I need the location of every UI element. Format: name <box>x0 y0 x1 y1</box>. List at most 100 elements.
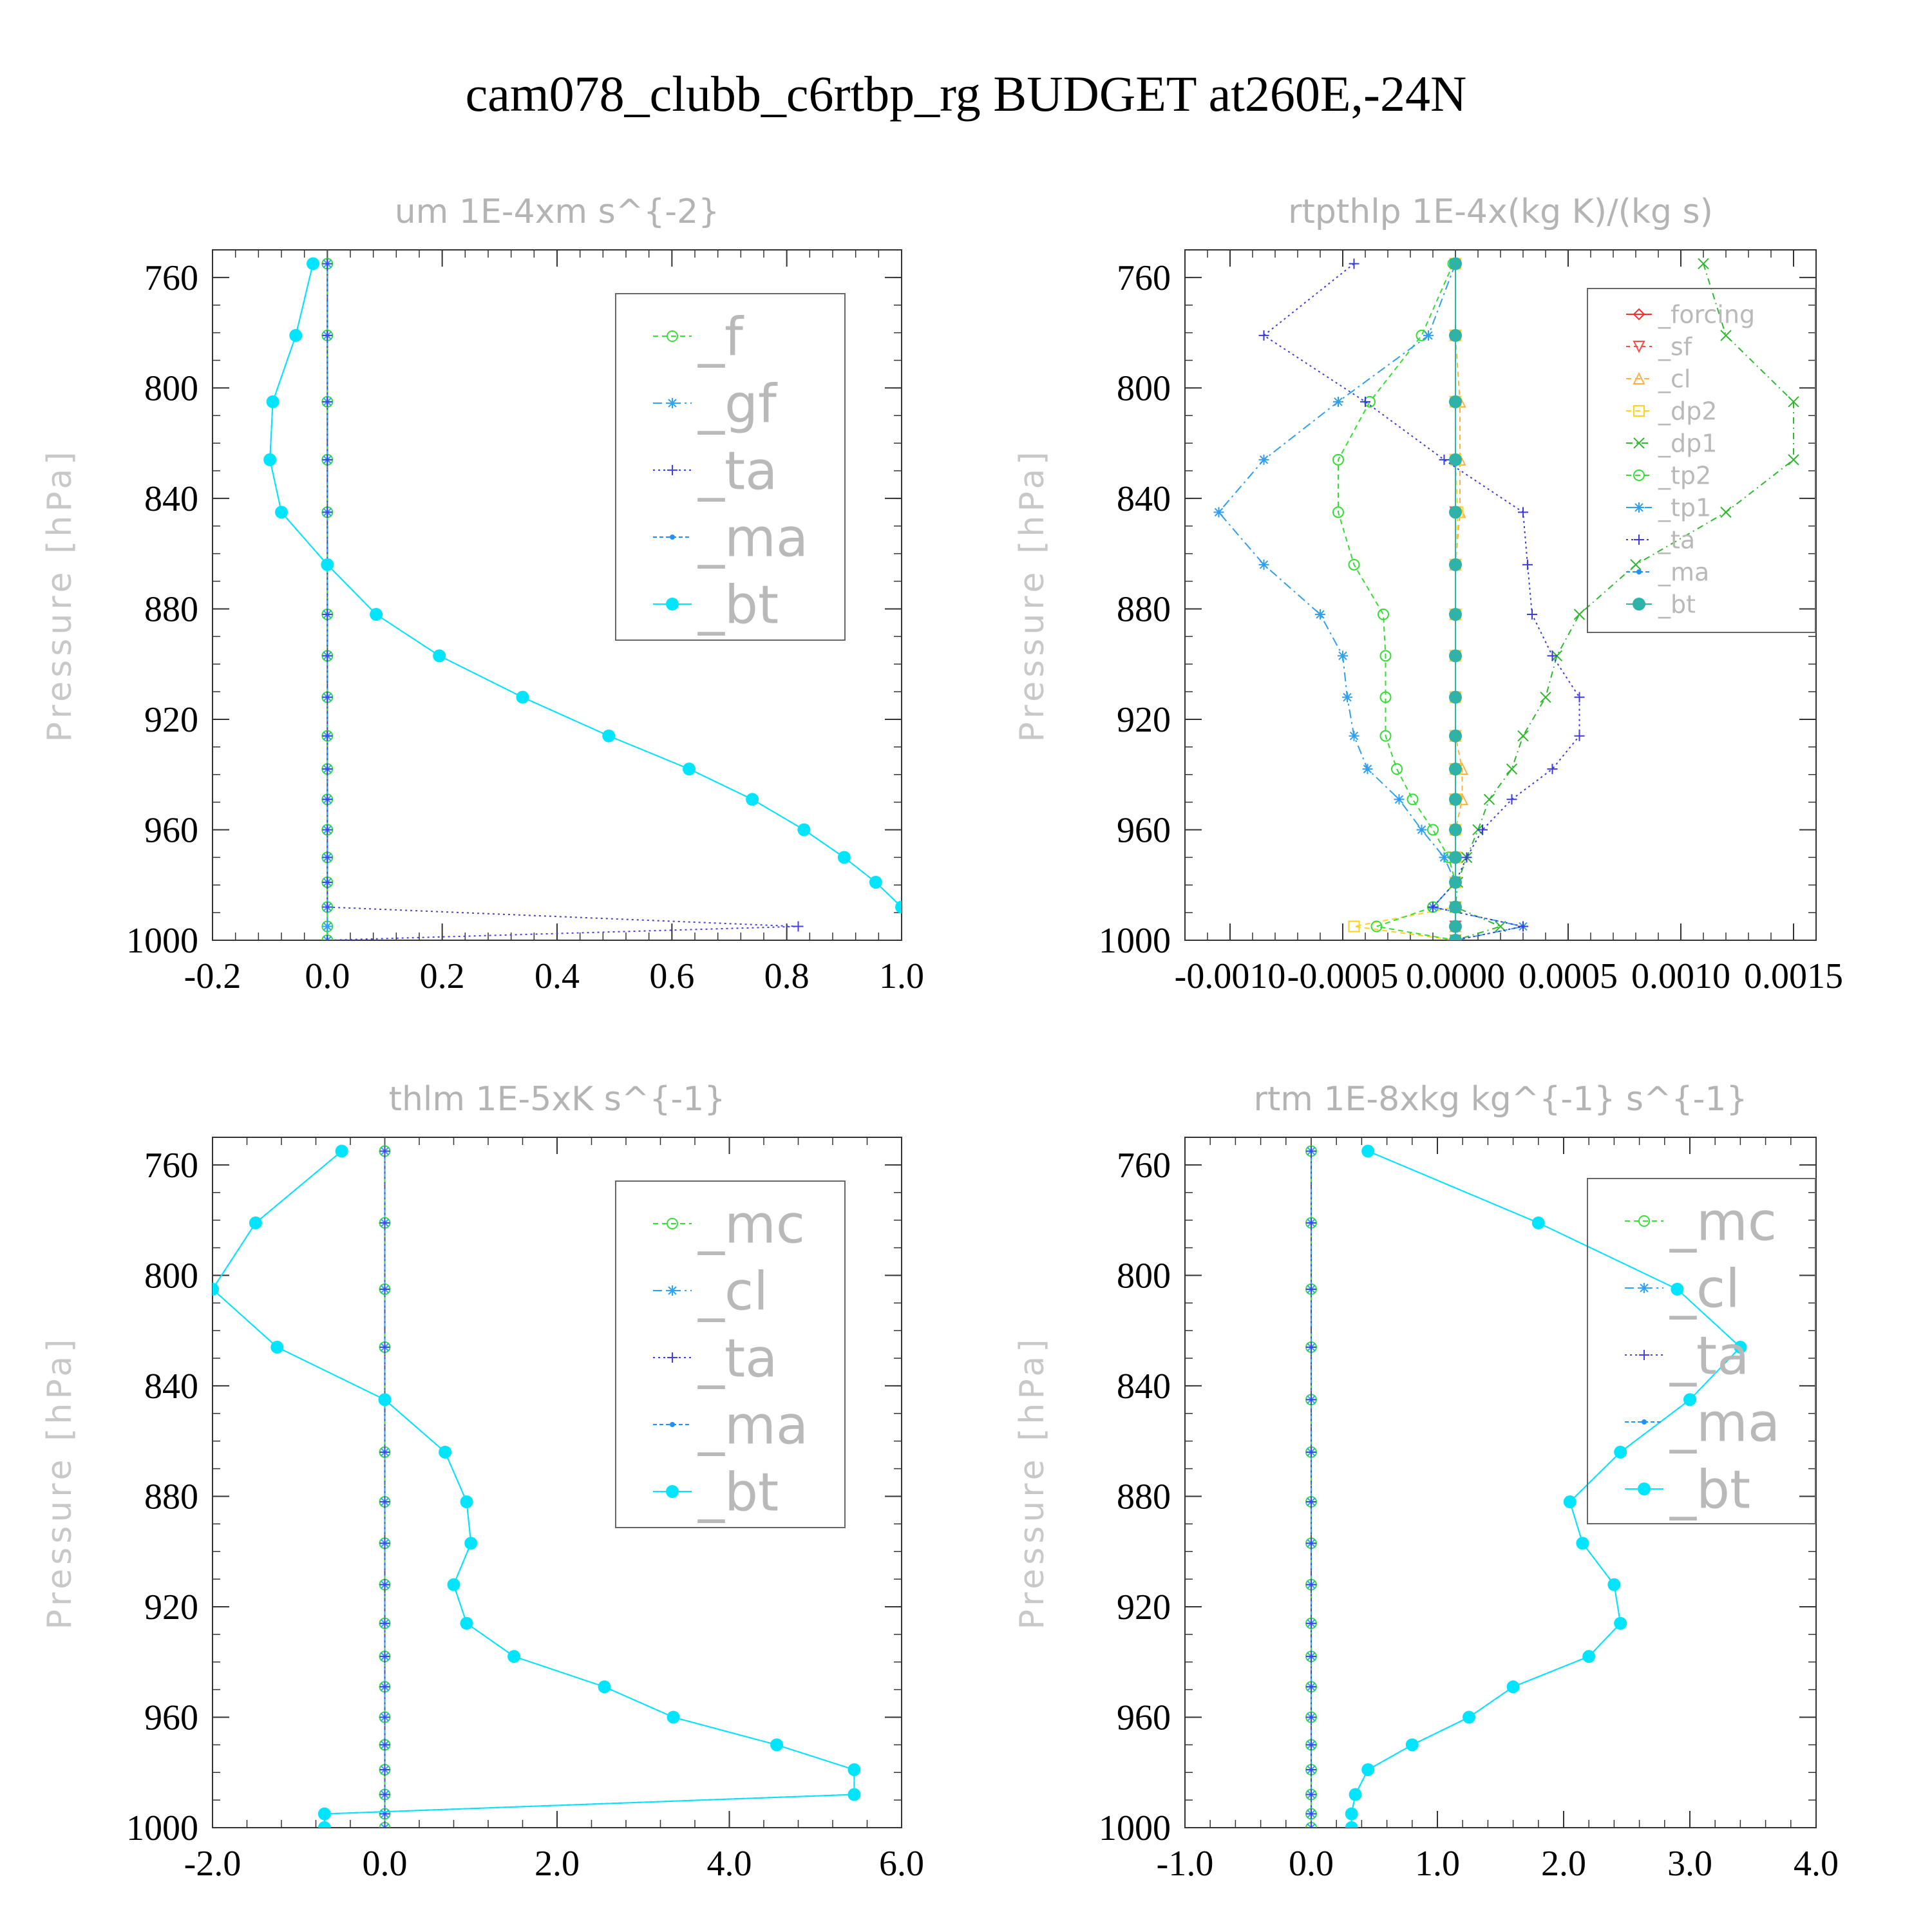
data-point <box>1449 558 1462 571</box>
series-bt-um <box>263 257 925 947</box>
data-point <box>322 764 333 775</box>
data-point <box>1332 506 1344 518</box>
data-point <box>1360 396 1370 407</box>
data-point <box>1449 608 1462 621</box>
legend-marker <box>1633 405 1645 417</box>
data-point <box>1391 763 1403 775</box>
data-point <box>379 1283 390 1294</box>
data-point <box>913 920 925 933</box>
data-point <box>322 824 333 835</box>
data-point <box>1574 692 1585 703</box>
legend-label: _bt <box>697 575 779 636</box>
data-point <box>1306 1341 1316 1352</box>
legend-marker <box>1633 469 1645 481</box>
data-point <box>379 1823 390 1828</box>
data-point <box>460 1616 473 1630</box>
data-point <box>1449 900 1462 914</box>
data-point <box>507 1650 521 1663</box>
data-point <box>848 1763 861 1776</box>
data-point <box>1349 258 1359 269</box>
legend-marker <box>1633 598 1645 611</box>
legend-marker <box>667 330 678 342</box>
data-point <box>1461 852 1472 863</box>
data-point <box>1547 764 1558 775</box>
data-point <box>379 1739 390 1750</box>
data-point <box>379 1217 390 1228</box>
data-point <box>322 794 333 805</box>
data-point <box>1306 1217 1316 1228</box>
data-point <box>1573 609 1586 620</box>
data-point <box>379 1497 390 1508</box>
data-point <box>909 934 922 947</box>
legend-label: _forcing <box>1658 301 1755 329</box>
panel-title-rtm: rtm 1E-8xkg kg^{-1} s^{-1} <box>1253 1080 1747 1119</box>
y-tick-label: 1000 <box>126 1808 198 1848</box>
data-point <box>1361 1763 1375 1776</box>
data-point <box>1449 729 1462 743</box>
data-point <box>1361 1144 1375 1158</box>
data-point <box>1630 559 1642 571</box>
data-point <box>1449 934 1462 940</box>
data-point <box>322 258 333 269</box>
data-point <box>379 1538 390 1549</box>
data-point <box>1518 921 1528 932</box>
data-point <box>1332 453 1344 466</box>
series-ta-um <box>322 258 804 940</box>
legend-marker <box>1638 1215 1650 1227</box>
data-point <box>1449 793 1462 806</box>
y-tick-label: 840 <box>1117 479 1171 519</box>
data-point <box>1698 258 1709 270</box>
series-line <box>269 263 902 909</box>
legend-marker <box>667 398 677 408</box>
series-dp2-rtpthlp <box>1348 258 1464 940</box>
data-point <box>322 876 333 887</box>
data-point <box>1720 506 1732 518</box>
data-point <box>1406 793 1419 806</box>
legend-label: _ma <box>1669 1393 1780 1454</box>
data-point <box>439 1445 452 1459</box>
data-point <box>322 935 333 940</box>
x-tick-label: 0.6 <box>649 956 694 996</box>
data-point <box>1734 1340 1747 1354</box>
x-tick-label: 0.0010 <box>1631 956 1730 996</box>
data-point <box>1394 794 1405 805</box>
data-point <box>746 793 759 806</box>
data-point <box>1338 650 1348 661</box>
data-point <box>433 649 446 663</box>
data-point <box>1576 1537 1589 1550</box>
legend-marker <box>1633 308 1645 321</box>
data-point <box>370 608 383 621</box>
x-tick-label: 1.0 <box>879 956 924 996</box>
data-point <box>895 900 902 914</box>
panel-um: um 1E-4xm s^{-2} Pressure [hPa] 760 800 840 8… <box>41 193 925 996</box>
series-tp1-rtpthlp <box>1213 258 1528 940</box>
data-point <box>1306 1789 1316 1800</box>
data-point <box>1258 454 1269 465</box>
data-point <box>1506 794 1517 805</box>
data-point <box>379 1341 390 1352</box>
y-tick-label: 880 <box>1117 1477 1171 1517</box>
data-point <box>1370 920 1383 933</box>
data-point <box>460 1495 473 1509</box>
data-point <box>1306 1579 1316 1590</box>
y-tick-label: 920 <box>144 1587 198 1627</box>
x-tick-label: 0.0015 <box>1744 956 1843 996</box>
data-point <box>1720 330 1732 341</box>
y-tick-label: 840 <box>144 479 198 519</box>
data-point <box>379 1579 390 1590</box>
x-tick-label: 0.0 <box>363 1844 408 1884</box>
data-point <box>1306 1538 1316 1549</box>
data-point <box>1416 824 1427 835</box>
data-point <box>1306 1823 1316 1828</box>
data-point <box>1574 730 1585 741</box>
data-point <box>378 1393 392 1406</box>
legend-marker <box>1634 535 1644 545</box>
legend-rtm: _mc_cl_ta_ma_bt <box>1587 1178 1816 1524</box>
data-point <box>379 1712 390 1723</box>
data-point <box>1362 764 1373 775</box>
data-point <box>1518 507 1528 518</box>
data-point <box>1449 851 1462 864</box>
data-point <box>1449 649 1462 663</box>
legend-marker <box>670 535 675 540</box>
data-point <box>1563 1495 1577 1509</box>
